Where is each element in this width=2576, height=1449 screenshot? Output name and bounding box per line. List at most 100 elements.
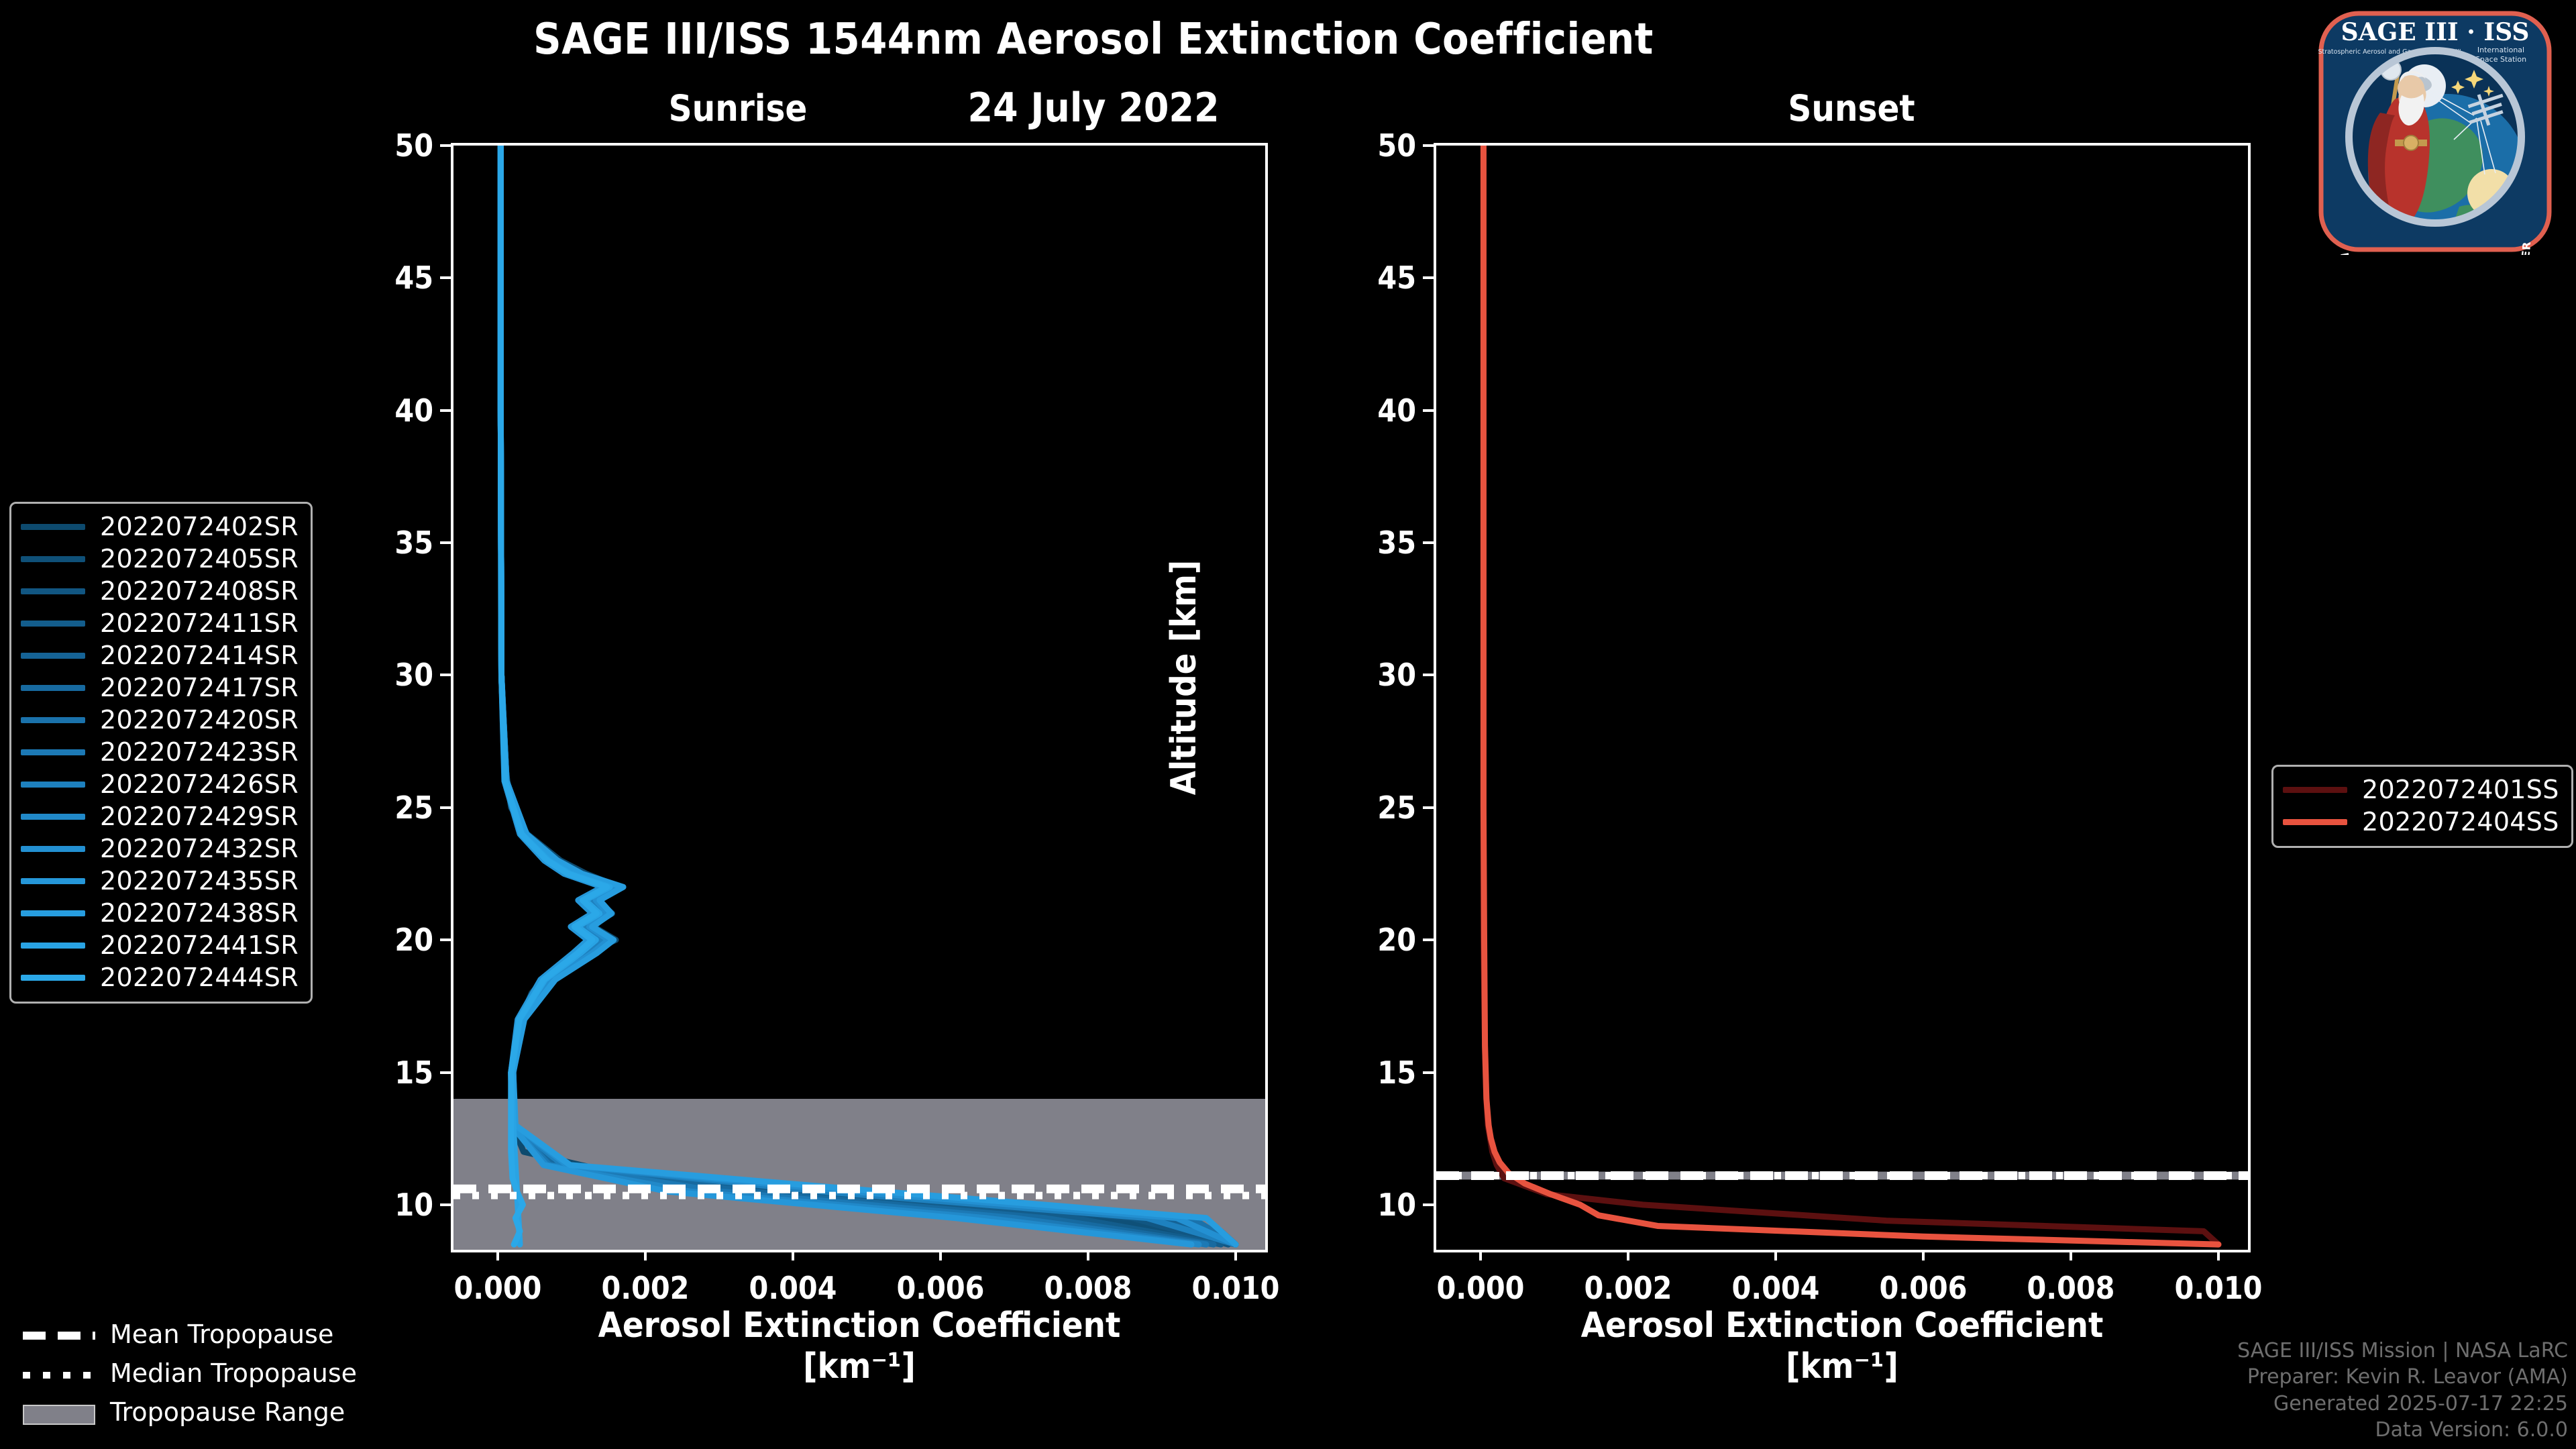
y-tick-mark <box>1423 144 1434 147</box>
logo-title: SAGE III · ISS <box>2341 18 2530 46</box>
x-tick-label: 0.002 <box>1584 1270 1672 1306</box>
sunrise-legend-item[interactable]: 2022072405SR <box>21 543 299 575</box>
y-tick-mark <box>440 541 451 545</box>
sunset-y-axis-label: Altitude [km] <box>1164 559 1204 796</box>
y-tick-mark <box>1423 541 1434 545</box>
legend-label: 2022072441SR <box>100 930 299 960</box>
y-tick-mark <box>440 806 451 809</box>
series-line <box>497 146 1210 1248</box>
sunrise-legend-item[interactable]: 2022072411SR <box>21 607 299 639</box>
legend-color-swatch <box>21 555 85 562</box>
tropopause-range-key <box>23 1403 95 1425</box>
y-tick-label: 35 <box>394 525 433 561</box>
legend-label: 2022072435SR <box>100 866 299 896</box>
legend-color-swatch <box>21 716 85 723</box>
legend-color-swatch <box>21 749 85 755</box>
sunrise-legend-item[interactable]: 2022072417SR <box>21 672 299 704</box>
sunrise-plot-area <box>451 143 1268 1252</box>
series-line <box>497 146 1239 1248</box>
sunrise-legend[interactable]: 2022072402SR 2022072405SR 2022072408SR 2022… <box>9 502 313 1004</box>
page-title: SAGE III/ISS 1544nm Aerosol Extinction C… <box>533 15 1654 64</box>
legend-color-swatch <box>21 813 85 820</box>
legend-key-glyph <box>23 1405 95 1425</box>
sunset-legend[interactable]: 2022072401SS 2022072404SS <box>2271 765 2573 848</box>
sunrise-legend-item[interactable]: 2022072438SR <box>21 897 299 929</box>
y-tick-mark <box>1423 1071 1434 1074</box>
sunrise-series-canvas <box>453 146 1265 1250</box>
credit-line: Data Version: 6.0.0 <box>2375 1418 2568 1442</box>
sunrise-legend-item[interactable]: 2022072423SR <box>21 736 299 768</box>
x-tick-label: 0.000 <box>1436 1270 1525 1306</box>
tropopause-legend-item: Tropopause Range <box>23 1393 357 1432</box>
sunrise-x-axis-label: Aerosol Extinction Coefficient [km⁻¹] <box>598 1305 1121 1387</box>
sunrise-legend-item[interactable]: 2022072408SR <box>21 575 299 607</box>
x-tick-label: 0.010 <box>1191 1270 1280 1306</box>
sunset-plot-area <box>1434 143 2251 1252</box>
x-tick-label: 0.004 <box>749 1270 837 1306</box>
y-tick-label: 25 <box>394 789 433 826</box>
sunrise-legend-item[interactable]: 2022072441SR <box>21 929 299 961</box>
logo-svg: SAGE III · ISS Stratospheric Aerosol and… <box>2311 0 2552 339</box>
legend-label: 2022072432SR <box>100 834 299 863</box>
sunrise-legend-item[interactable]: 2022072435SR <box>21 865 299 897</box>
sunrise-legend-item[interactable]: 2022072414SR <box>21 639 299 672</box>
y-tick-label: 10 <box>394 1186 433 1223</box>
series-line <box>497 146 1232 1248</box>
series-line <box>497 146 1239 1248</box>
x-tick-mark <box>644 1250 647 1260</box>
x-tick-mark <box>2217 1250 2220 1260</box>
sunset-legend-item[interactable]: 2022072404SS <box>2283 806 2559 838</box>
y-tick-label: 20 <box>1377 922 1416 959</box>
legend-key-glyph <box>23 1332 95 1340</box>
series-line <box>497 146 1239 1248</box>
y-tick-label: 25 <box>1377 789 1416 826</box>
x-tick-mark <box>1774 1250 1777 1260</box>
legend-label: 2022072423SR <box>100 737 299 767</box>
sunrise-legend-item[interactable]: 2022072429SR <box>21 800 299 833</box>
y-tick-label: 20 <box>394 922 433 959</box>
sunrise-legend-item[interactable]: 2022072402SR <box>21 511 299 543</box>
legend-color-swatch <box>21 942 85 949</box>
legend-key-glyph <box>23 1372 95 1379</box>
y-tick-mark <box>1423 938 1434 942</box>
sunset-series-canvas <box>1436 146 2248 1248</box>
y-tick-label: 15 <box>1377 1054 1416 1091</box>
y-tick-mark <box>1423 409 1434 412</box>
series-line <box>497 146 1239 1248</box>
sunset-x-axis-label: Aerosol Extinction Coefficient [km⁻¹] <box>1580 1305 2104 1387</box>
logo-subtitle-right-1: International <box>2477 46 2524 54</box>
legend-color-swatch <box>21 910 85 916</box>
sunrise-legend-item[interactable]: 2022072426SR <box>21 768 299 800</box>
y-tick-label: 45 <box>394 260 433 297</box>
y-tick-label: 35 <box>1377 525 1416 561</box>
x-tick-mark <box>1627 1250 1629 1260</box>
sunrise-legend-item[interactable]: 2022072420SR <box>21 704 299 736</box>
y-tick-label: 15 <box>394 1054 433 1091</box>
tropopause-legend-item: Median Tropopause <box>23 1354 357 1393</box>
logo-subtitle-left: Stratospheric Aerosol and Gas Experiment… <box>2318 48 2461 56</box>
legend-label: 2022072401SS <box>2362 775 2559 804</box>
legend-color-swatch <box>21 877 85 884</box>
x-tick-mark <box>1087 1250 1089 1260</box>
y-tick-label: 40 <box>1377 392 1416 429</box>
sunrise-legend-item[interactable]: 2022072444SR <box>21 961 299 994</box>
y-tick-label: 30 <box>1377 657 1416 694</box>
y-tick-mark <box>1423 1203 1434 1206</box>
legend-label: 2022072417SR <box>100 673 299 702</box>
series-line <box>497 146 1224 1248</box>
sunset-legend-item[interactable]: 2022072401SS <box>2283 773 2559 806</box>
legend-label: 2022072405SR <box>100 544 299 574</box>
legend-color-swatch <box>21 523 85 530</box>
series-line <box>497 146 1195 1248</box>
y-tick-label: 40 <box>394 392 433 429</box>
y-tick-label: 50 <box>394 127 433 164</box>
y-tick-label: 10 <box>1377 1186 1416 1223</box>
legend-color-swatch <box>21 652 85 659</box>
panel-title-sunset: Sunset <box>1788 87 1915 129</box>
page-subtitle: 24 July 2022 <box>967 85 1220 131</box>
legend-label: 2022072420SR <box>100 705 299 735</box>
sunrise-legend-item[interactable]: 2022072432SR <box>21 833 299 865</box>
x-tick-label: 0.006 <box>1879 1270 1968 1306</box>
legend-color-swatch <box>21 781 85 788</box>
legend-label: 2022072408SR <box>100 576 299 606</box>
